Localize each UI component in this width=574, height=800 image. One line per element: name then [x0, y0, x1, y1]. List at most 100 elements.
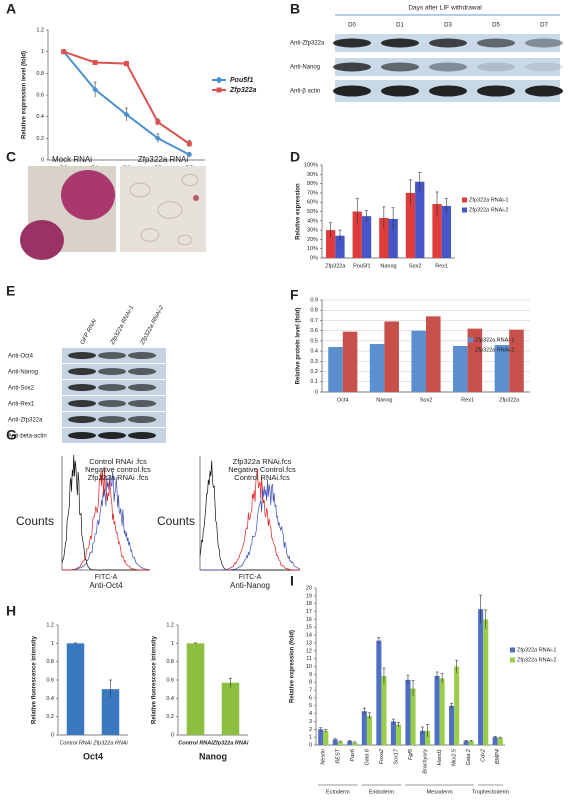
row-label: Anti-Rex1 — [8, 402, 35, 408]
x-tick-label: Gata 2 — [466, 749, 472, 766]
band — [525, 85, 563, 97]
bar — [384, 321, 399, 392]
legend-marker — [216, 87, 222, 93]
y-tick-label: 0.8 — [166, 659, 174, 665]
group-label: Mesoderm — [427, 789, 453, 795]
band — [477, 38, 515, 48]
x-tick-label: REST — [335, 748, 341, 763]
marker — [61, 49, 67, 55]
band — [333, 38, 371, 48]
band — [98, 352, 126, 359]
flow-legend: Negative Control.fcs — [228, 465, 296, 474]
flow-curve — [62, 472, 150, 571]
x-tick-label: Brachyury — [422, 748, 428, 774]
bar — [410, 688, 416, 745]
legend-label: Zfp322a RNAi-1 — [475, 337, 514, 343]
y-tick-label: 0.2 — [36, 136, 44, 142]
legend-swatch — [462, 197, 467, 203]
bar — [434, 675, 440, 745]
x-tick-label: Zfp322a — [325, 263, 346, 269]
bar — [352, 742, 358, 745]
y-tick-label: 0.2 — [46, 714, 54, 720]
y-axis-label: Relative expression — [296, 183, 302, 240]
x-axis-label: Oct4 — [83, 751, 103, 761]
band — [429, 62, 467, 72]
band — [429, 85, 467, 97]
micrograph — [120, 166, 206, 252]
bar — [419, 730, 426, 745]
y-tick-label: 1 — [41, 49, 44, 55]
y-tick-label: 1 — [309, 735, 312, 741]
y-tick-label: 7 — [309, 688, 312, 694]
bar — [342, 331, 358, 392]
panel-label: A — [6, 1, 16, 17]
lane-label: D3 — [444, 23, 452, 29]
group-label: Ectoderm — [326, 789, 350, 795]
legend-swatch — [468, 337, 473, 343]
marker — [92, 60, 98, 65]
legend-swatch — [510, 647, 515, 653]
legend-label: Zfp322a RNAi-1 — [469, 197, 508, 203]
y-tick-label: 0 — [51, 732, 54, 738]
cell — [129, 182, 151, 198]
y-axis-label: Relative expression (fold) — [290, 630, 296, 703]
band — [333, 85, 371, 97]
bar — [483, 619, 489, 745]
bar — [352, 211, 362, 258]
bar — [221, 682, 240, 735]
y-tick-label: 0.8 — [310, 308, 318, 314]
x-tick-label: Foxa2 — [379, 749, 385, 764]
y-axis-label: Relative expression level (fold) — [22, 51, 28, 139]
y-tick-label: 2 — [309, 727, 312, 733]
x-tick-label: Sox2 — [409, 263, 422, 269]
bar — [388, 218, 398, 258]
y-tick-label: 50% — [307, 209, 318, 215]
marker — [92, 86, 99, 93]
x-tick-label: Sox2 — [420, 397, 433, 403]
bar — [332, 739, 338, 745]
band — [381, 38, 419, 48]
cell — [181, 173, 199, 187]
flow-legend: Zfp322a RNAi.fcs — [233, 457, 292, 466]
y-tick-label: 19 — [306, 593, 312, 599]
band — [68, 432, 96, 439]
row-label: Anti-Oct4 — [8, 354, 34, 360]
band — [68, 400, 96, 407]
x-tick-label: Control RNAi — [59, 740, 92, 746]
bar — [347, 741, 353, 745]
y-tick-label: 0% — [310, 255, 318, 261]
y-tick-label: 3 — [309, 719, 312, 725]
panel-label: B — [290, 1, 300, 17]
legend-swatch — [462, 207, 467, 213]
bar — [66, 643, 85, 735]
band — [429, 38, 467, 48]
x-tick-label: Control RNAi — [178, 740, 213, 746]
cell — [157, 201, 183, 219]
y-tick-label: 1.2 — [46, 622, 54, 628]
y-tick-label: 0 — [315, 389, 318, 395]
x-tick-label: Zfp322a — [499, 397, 520, 403]
band — [477, 62, 515, 72]
bar — [318, 729, 324, 745]
panel-label: D — [290, 149, 300, 165]
bar — [411, 330, 426, 392]
bar — [101, 689, 120, 735]
band — [98, 432, 126, 439]
x-tick-label: Hand1 — [437, 749, 443, 765]
bar — [426, 316, 441, 392]
y-tick-label: 90% — [307, 172, 318, 178]
flow-legend: Control RNAi .fcs — [89, 457, 147, 466]
bar — [454, 666, 460, 745]
y-tick-label: 6 — [309, 695, 312, 701]
flow-legend: Zfp322a RNAi .fcs — [88, 473, 149, 482]
band — [477, 85, 515, 97]
flow-x-label: FITC-A — [95, 574, 118, 581]
blot-header: Days after LIF withdrawal — [408, 5, 482, 12]
y-tick-label: 60% — [307, 200, 318, 206]
y-tick-label: 11 — [306, 656, 312, 662]
bar — [361, 711, 367, 745]
bar — [497, 737, 503, 745]
row-label: Anti-Nanog — [290, 65, 320, 71]
y-tick-label: 0.2 — [166, 714, 174, 720]
